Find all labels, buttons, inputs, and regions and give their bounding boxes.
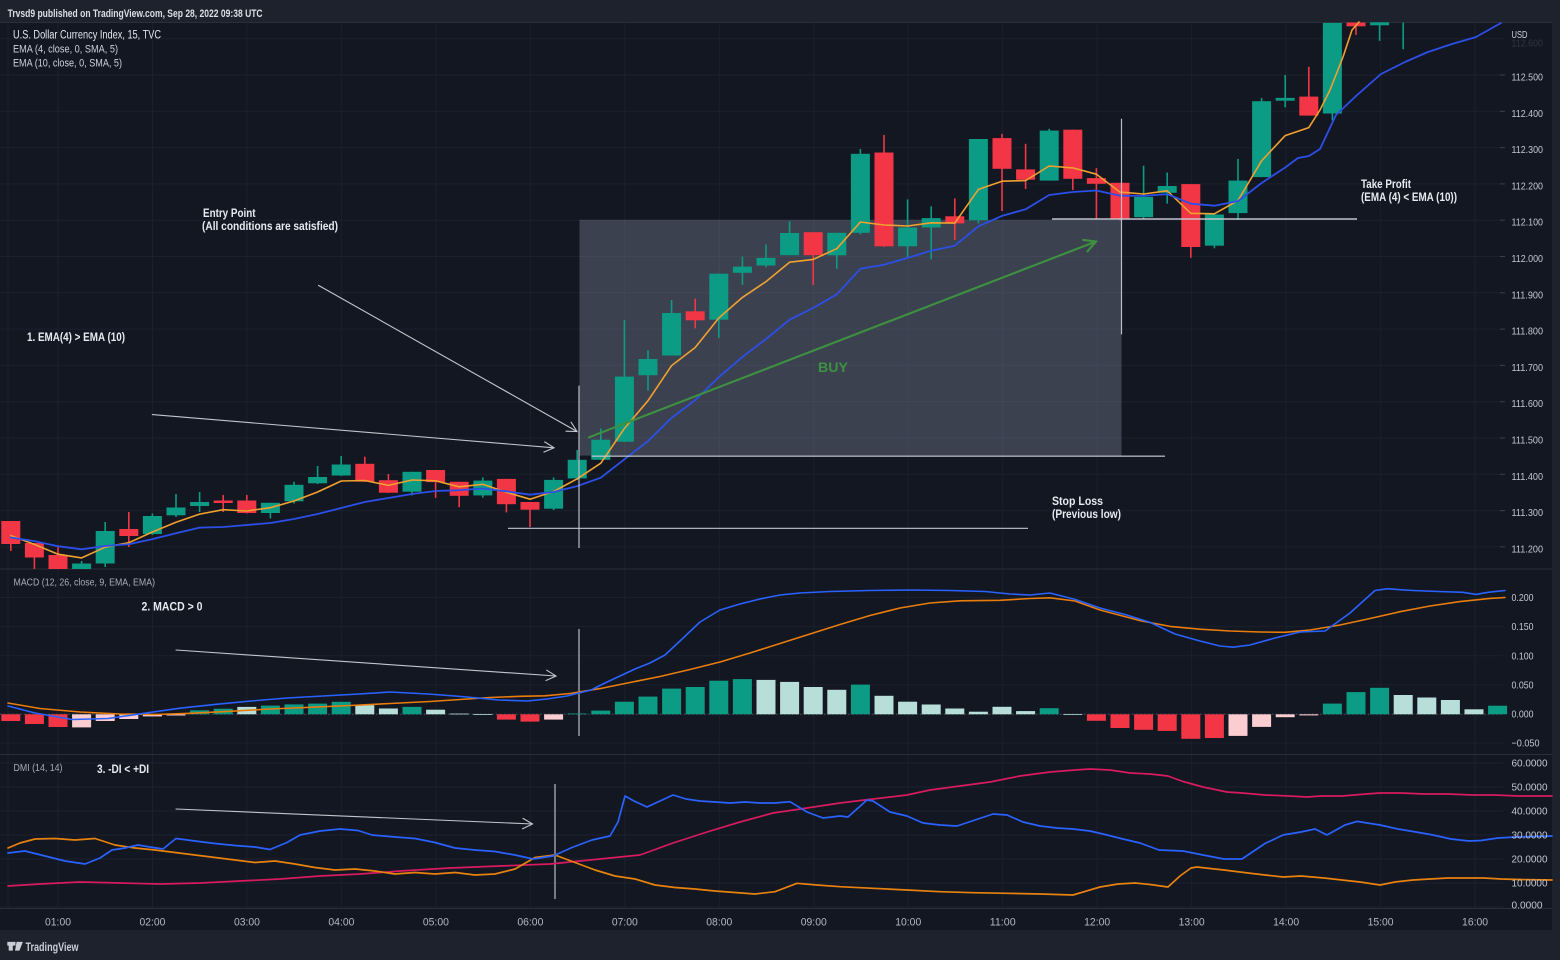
svg-text:112.000: 112.000 — [1512, 253, 1544, 265]
svg-text:10:00: 10:00 — [895, 917, 921, 929]
svg-text:20.0000: 20.0000 — [1512, 854, 1548, 866]
svg-text:111.400: 111.400 — [1512, 471, 1544, 483]
svg-text:40.0000: 40.0000 — [1512, 806, 1548, 818]
svg-text:BUY: BUY — [818, 360, 848, 375]
svg-text:1. EMA(4) > EMA (10): 1. EMA(4) > EMA (10) — [27, 332, 125, 344]
svg-text:112.300: 112.300 — [1512, 144, 1544, 156]
svg-text:−0.050: −0.050 — [1512, 738, 1540, 750]
svg-text:16:00: 16:00 — [1462, 917, 1488, 929]
svg-text:09:00: 09:00 — [801, 917, 827, 929]
svg-text:2. MACD > 0: 2. MACD > 0 — [142, 602, 203, 614]
svg-text:112.600: 112.600 — [1512, 38, 1544, 50]
svg-text:111.600: 111.600 — [1512, 398, 1544, 410]
svg-text:13:00: 13:00 — [1179, 917, 1205, 929]
svg-text:15:00: 15:00 — [1368, 917, 1394, 929]
svg-text:3. -DI < +DI: 3. -DI < +DI — [97, 764, 149, 776]
svg-text:0.100: 0.100 — [1512, 650, 1534, 662]
svg-text:111.900: 111.900 — [1512, 289, 1544, 301]
svg-text:(All conditions are satisfied): (All conditions are satisfied) — [202, 221, 338, 233]
svg-text:0.150: 0.150 — [1512, 621, 1534, 633]
svg-text:111.200: 111.200 — [1512, 543, 1544, 555]
svg-text:111.300: 111.300 — [1512, 507, 1544, 519]
svg-text:07:00: 07:00 — [612, 917, 638, 929]
svg-text:0.0000: 0.0000 — [1512, 900, 1543, 912]
svg-text:30.0000: 30.0000 — [1512, 830, 1548, 842]
svg-text:0.200: 0.200 — [1512, 592, 1534, 604]
svg-text:USD: USD — [1512, 29, 1528, 41]
svg-text:Stop Loss: Stop Loss — [1052, 496, 1103, 508]
svg-text:TradingView: TradingView — [26, 940, 79, 954]
svg-text:112.400: 112.400 — [1512, 108, 1544, 120]
svg-text:14:00: 14:00 — [1273, 917, 1299, 929]
svg-text:0.000: 0.000 — [1512, 709, 1534, 721]
svg-text:MACD (12, 26, close, 9, EMA, E: MACD (12, 26, close, 9, EMA, EMA) — [14, 577, 156, 589]
svg-text:11:00: 11:00 — [990, 917, 1016, 929]
svg-text:02:00: 02:00 — [139, 917, 165, 929]
svg-text:06:00: 06:00 — [517, 917, 543, 929]
svg-text:111.800: 111.800 — [1512, 326, 1544, 338]
svg-text:03:00: 03:00 — [234, 917, 260, 929]
svg-text:08:00: 08:00 — [706, 917, 732, 929]
svg-text:112.200: 112.200 — [1512, 180, 1544, 192]
svg-text:01:00: 01:00 — [45, 917, 71, 929]
svg-text:Trvsd9 published on TradingVie: Trvsd9 published on TradingView.com, Sep… — [8, 8, 263, 20]
svg-text:04:00: 04:00 — [328, 917, 354, 929]
svg-text:(EMA (4) < EMA (10)): (EMA (4) < EMA (10)) — [1361, 192, 1457, 204]
svg-text:50.0000: 50.0000 — [1512, 782, 1548, 794]
svg-text:Entry Point: Entry Point — [203, 208, 256, 220]
svg-text:12:00: 12:00 — [1084, 917, 1110, 929]
svg-text:10.0000: 10.0000 — [1512, 878, 1548, 890]
svg-text:60.0000: 60.0000 — [1512, 758, 1548, 770]
svg-text:U.S. Dollar Currency Index, 15: U.S. Dollar Currency Index, 15, TVC — [13, 30, 161, 42]
svg-text:(Previous low): (Previous low) — [1052, 509, 1121, 521]
svg-text:111.700: 111.700 — [1512, 362, 1544, 374]
svg-text:Take Profit: Take Profit — [1361, 179, 1411, 191]
svg-text:112.100: 112.100 — [1512, 217, 1544, 229]
svg-text:EMA (4, close, 0, SMA, 5): EMA (4, close, 0, SMA, 5) — [13, 44, 118, 56]
svg-text:EMA (10, close, 0, SMA, 5): EMA (10, close, 0, SMA, 5) — [13, 58, 122, 70]
svg-text:111.500: 111.500 — [1512, 435, 1544, 447]
svg-text:0.050: 0.050 — [1512, 679, 1534, 691]
svg-text:05:00: 05:00 — [423, 917, 449, 929]
svg-text:112.500: 112.500 — [1512, 72, 1544, 84]
svg-text:DMI (14, 14): DMI (14, 14) — [14, 762, 63, 774]
